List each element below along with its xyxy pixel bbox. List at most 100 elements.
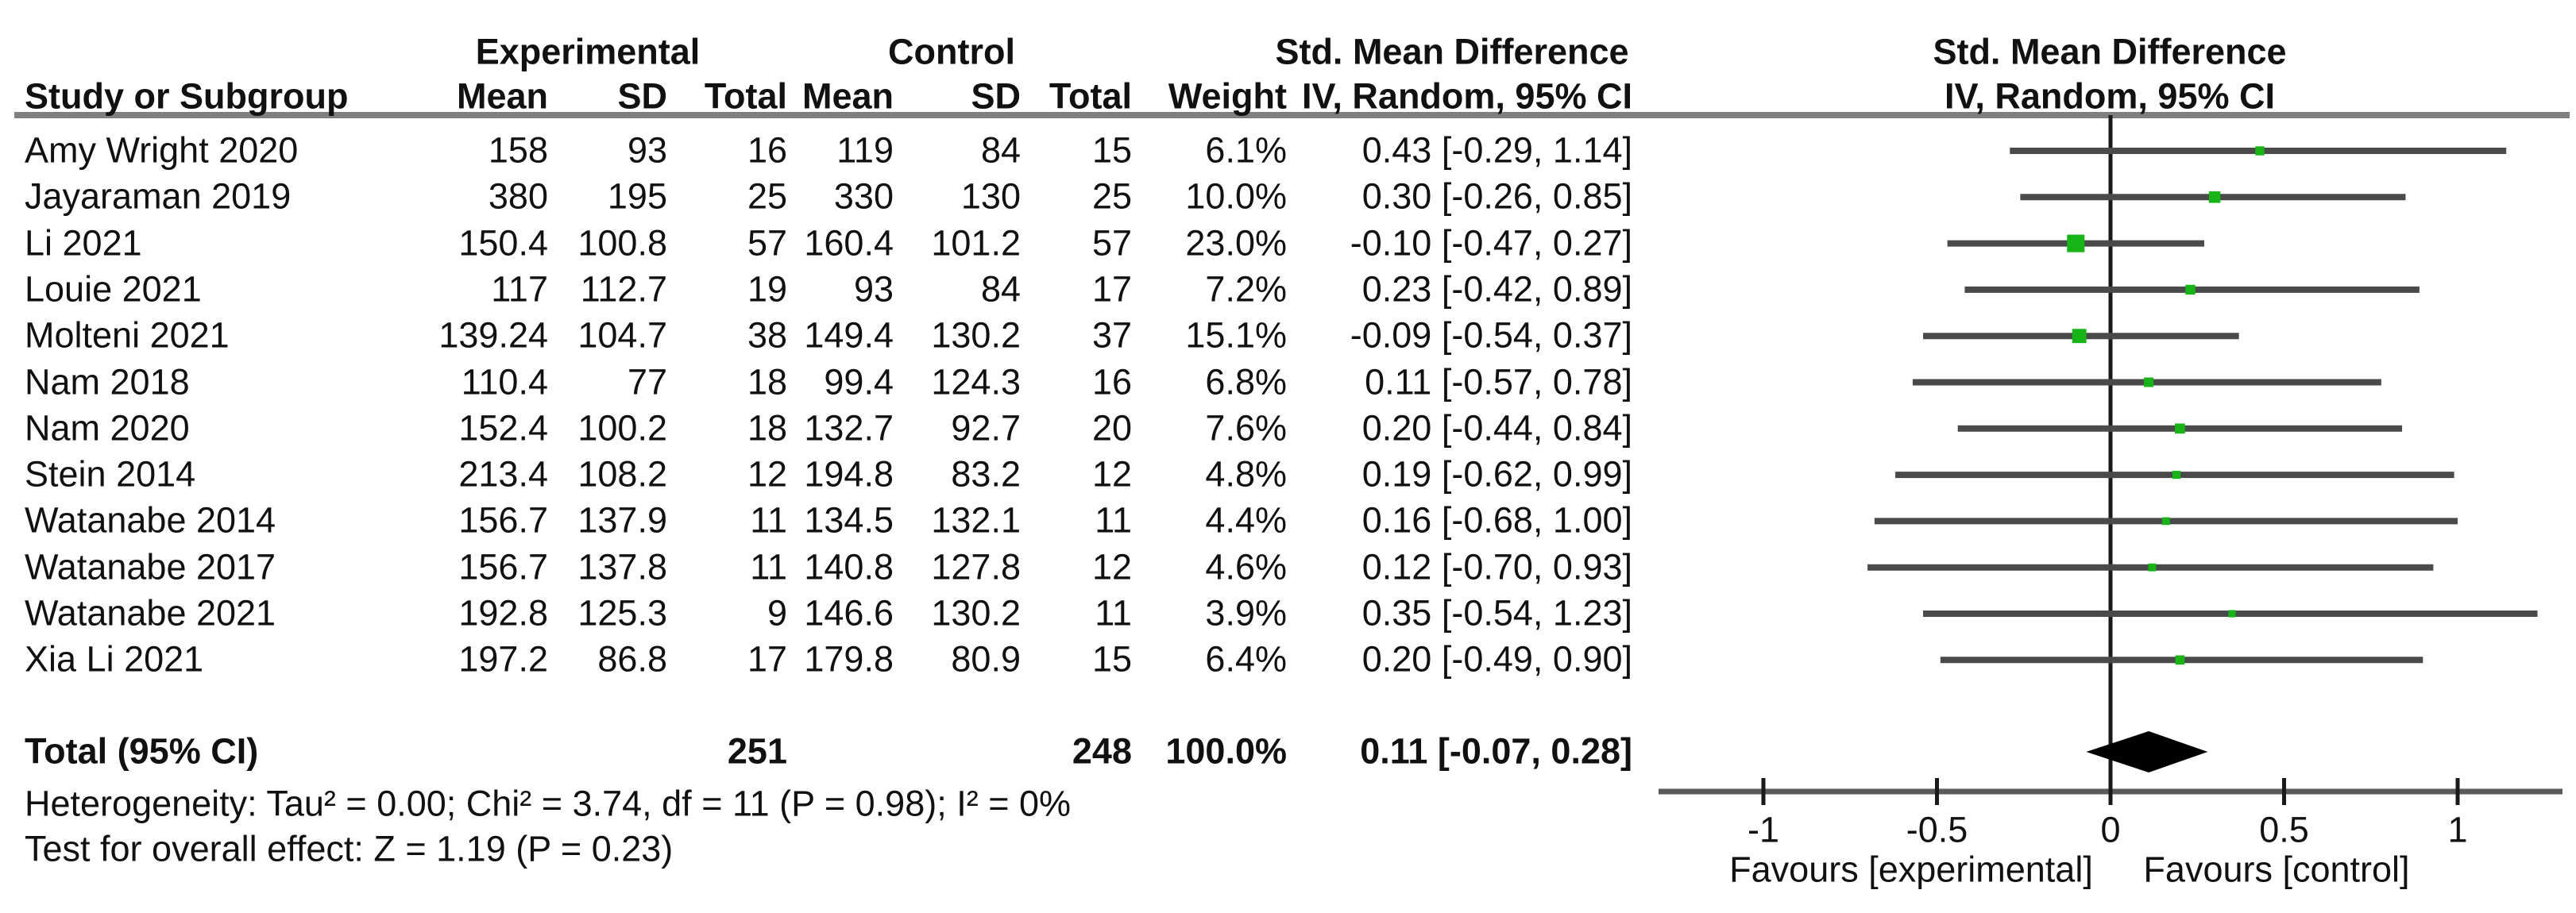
study-weight: 4.6% [1205, 546, 1287, 587]
study-exp-mean: 139.24 [438, 314, 548, 356]
study-exp-total: 17 [747, 638, 787, 680]
group-header-control: Control [888, 31, 1015, 72]
study-ctrl-mean: 330 [833, 175, 894, 217]
study-ctrl-mean: 146.6 [804, 592, 894, 634]
study-weight: 4.4% [1205, 499, 1287, 541]
axis-tick-label: 1 [2447, 809, 2468, 850]
study-name: Nam 2018 [25, 361, 190, 403]
study-exp-total: 12 [747, 453, 787, 495]
effect-marker [2172, 471, 2181, 480]
study-ctrl-sd: 84 [980, 268, 1021, 310]
effect-marker [2175, 655, 2185, 665]
study-ctrl-total: 11 [1095, 499, 1132, 541]
effect-header-plot: Std. Mean Difference [1933, 31, 2287, 72]
axis-tick-label: -0.5 [1906, 809, 1968, 850]
column-header-weight: Weight [1168, 75, 1287, 117]
study-weight: 15.1% [1185, 314, 1287, 356]
axis-tick-label: -1 [1747, 809, 1780, 850]
study-ctrl-sd: 130.2 [931, 592, 1021, 634]
study-ci-text: -0.09 [-0.54, 0.37] [1350, 314, 1632, 356]
study-exp-sd: 195 [607, 175, 667, 217]
study-exp-sd: 137.9 [577, 499, 667, 541]
study-weight: 4.8% [1205, 453, 1287, 495]
study-weight: 7.6% [1205, 407, 1287, 449]
study-exp-sd: 104.7 [577, 314, 667, 356]
effect-marker [2148, 563, 2157, 572]
study-ci-text: 0.19 [-0.62, 0.99] [1361, 453, 1632, 495]
study-exp-total: 18 [747, 361, 787, 403]
study-ctrl-sd: 83.2 [951, 453, 1021, 495]
study-ctrl-total: 25 [1091, 175, 1132, 217]
study-exp-mean: 158 [488, 129, 548, 171]
study-ci-text: 0.11 [-0.57, 0.78] [1365, 361, 1632, 403]
study-ci-text: 0.23 [-0.42, 0.89] [1361, 268, 1632, 310]
method-header-table: IV, Random, 95% CI [1302, 75, 1632, 117]
study-ctrl-total: 12 [1091, 546, 1132, 587]
study-ctrl-sd: 101.2 [931, 222, 1021, 264]
study-ctrl-total: 57 [1091, 222, 1132, 264]
study-exp-mean: 192.8 [458, 592, 548, 634]
study-exp-mean: 117 [491, 268, 548, 310]
study-ctrl-sd: 84 [980, 129, 1021, 171]
study-ctrl-total: 15 [1091, 638, 1132, 680]
study-ctrl-mean: 140.8 [804, 546, 894, 587]
study-exp-total: 16 [747, 129, 787, 171]
header-rule [14, 112, 2570, 118]
study-exp-mean: 110.4 [461, 361, 548, 403]
study-name: Jayaraman 2019 [25, 175, 292, 217]
study-ctrl-mean: 134.5 [804, 499, 894, 541]
column-header-ctrl-total: Total [1049, 75, 1132, 117]
study-name: Louie 2021 [25, 268, 202, 310]
study-exp-total: 57 [747, 222, 787, 264]
total-exp-total: 251 [727, 730, 787, 772]
effect-marker [2228, 610, 2236, 618]
study-ctrl-mean: 99.4 [824, 361, 894, 403]
study-exp-sd: 93 [627, 129, 667, 171]
study-ci-text: 0.43 [-0.29, 1.14] [1361, 129, 1632, 171]
study-exp-sd: 77 [627, 361, 667, 403]
study-name: Watanabe 2014 [25, 499, 276, 541]
study-ctrl-total: 20 [1091, 407, 1132, 449]
total-weight: 100.0% [1165, 730, 1287, 772]
study-ci-text: 0.16 [-0.68, 1.00] [1361, 499, 1632, 541]
study-name: Amy Wright 2020 [25, 129, 299, 171]
study-ctrl-total: 11 [1095, 592, 1132, 634]
study-ctrl-sd: 124.3 [931, 361, 1021, 403]
favours-right-label: Favours [control] [2143, 849, 2410, 890]
study-weight: 23.0% [1185, 222, 1287, 264]
study-ctrl-sd: 130 [960, 175, 1021, 217]
study-ctrl-total: 16 [1091, 361, 1132, 403]
total-ctrl-total: 248 [1072, 730, 1132, 772]
axis-tick-label: 0.5 [2259, 809, 2309, 850]
study-ci-text: 0.20 [-0.49, 0.90] [1361, 638, 1632, 680]
study-exp-sd: 100.8 [577, 222, 667, 264]
study-exp-mean: 156.7 [458, 499, 548, 541]
study-exp-mean: 380 [488, 175, 548, 217]
study-weight: 6.4% [1205, 638, 1287, 680]
column-header-exp-sd: SD [617, 75, 667, 117]
study-ctrl-mean: 149.4 [804, 314, 894, 356]
study-name: Nam 2020 [25, 407, 190, 449]
study-ctrl-mean: 179.8 [804, 638, 894, 680]
study-exp-sd: 100.2 [577, 407, 667, 449]
study-name: Xia Li 2021 [25, 638, 204, 680]
total-ci-text: 0.11 [-0.07, 0.28] [1360, 730, 1632, 772]
study-ctrl-mean: 160.4 [804, 222, 894, 264]
effect-marker [2144, 377, 2154, 387]
study-ctrl-sd: 92.7 [951, 407, 1021, 449]
study-exp-sd: 112.7 [580, 268, 667, 310]
study-weight: 3.9% [1205, 592, 1287, 634]
study-ctrl-sd: 80.9 [951, 638, 1021, 680]
effect-marker [2072, 329, 2087, 344]
study-ctrl-total: 17 [1091, 268, 1132, 310]
column-header-ctrl-sd: SD [971, 75, 1021, 117]
effect-header-table: Std. Mean Difference [1275, 31, 1629, 72]
study-exp-total: 11 [750, 499, 787, 541]
column-header-exp-mean: Mean [456, 75, 548, 117]
study-exp-total: 38 [747, 314, 787, 356]
study-exp-sd: 137.8 [577, 546, 667, 587]
effect-marker [2067, 234, 2085, 252]
study-ctrl-sd: 130.2 [931, 314, 1021, 356]
total-label: Total (95% CI) [25, 730, 259, 772]
